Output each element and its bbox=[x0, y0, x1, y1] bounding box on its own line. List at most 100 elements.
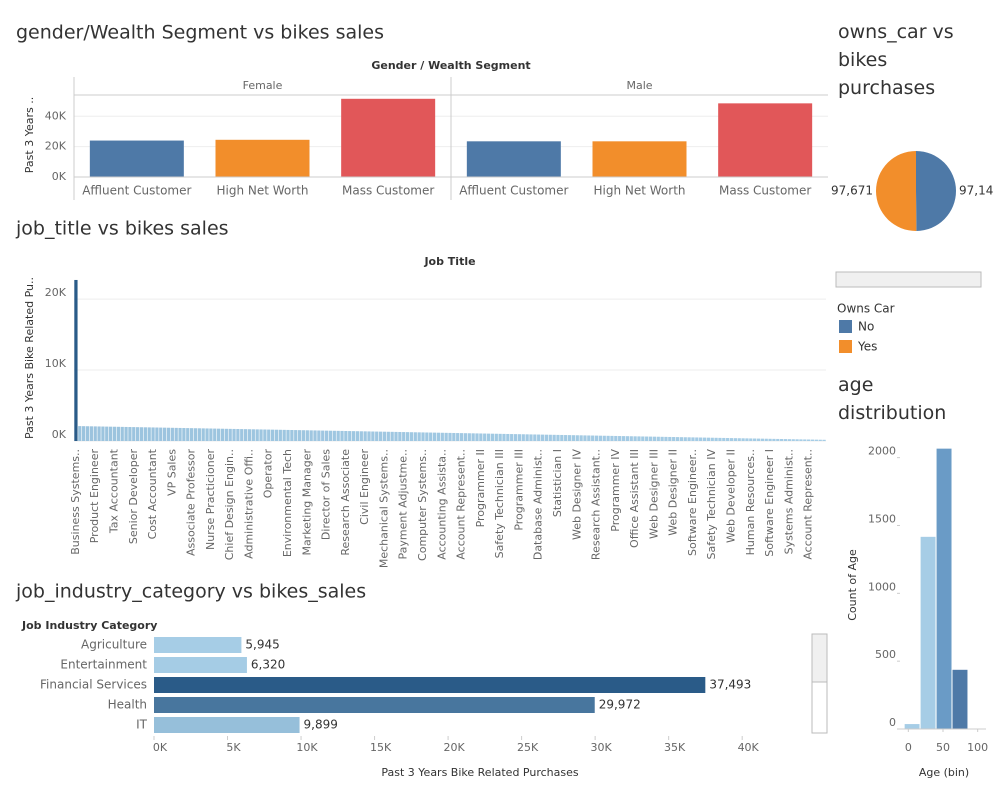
bar bbox=[706, 437, 711, 441]
bar bbox=[93, 426, 97, 441]
bar bbox=[425, 432, 429, 441]
bar bbox=[336, 430, 340, 441]
bar bbox=[490, 433, 495, 441]
bar bbox=[112, 426, 117, 441]
x-tick-label: Cost Accountant bbox=[146, 448, 159, 539]
bar bbox=[753, 438, 757, 441]
bar bbox=[529, 434, 533, 441]
bar bbox=[645, 436, 649, 441]
bar bbox=[795, 439, 799, 441]
chart-title: gender/Wealth Segment vs bikes sales bbox=[16, 22, 384, 44]
bar bbox=[745, 438, 749, 441]
bar bbox=[648, 436, 653, 441]
bar bbox=[575, 435, 579, 441]
bar bbox=[502, 433, 506, 441]
x-tick-label: Account Represent.. bbox=[802, 449, 815, 560]
bar bbox=[367, 431, 371, 441]
legend-swatch bbox=[839, 340, 852, 353]
y-tick-label: 500 bbox=[875, 648, 896, 661]
y-axis-label: Past 3 Years .. bbox=[23, 97, 36, 173]
bar bbox=[749, 438, 753, 441]
bar bbox=[598, 435, 603, 441]
bar bbox=[637, 436, 641, 441]
bar bbox=[128, 427, 132, 441]
bar bbox=[89, 140, 184, 177]
data-label: 9,899 bbox=[304, 718, 338, 732]
bar bbox=[382, 431, 387, 441]
bar bbox=[818, 439, 822, 441]
bar bbox=[159, 427, 163, 441]
bar bbox=[213, 428, 217, 441]
bar bbox=[444, 432, 448, 441]
chart-title-box: age distribution bbox=[838, 374, 946, 424]
pie-slice bbox=[875, 151, 917, 232]
data-label: 97,671 bbox=[831, 184, 873, 198]
bar bbox=[814, 439, 818, 441]
scrollbar-thumb[interactable] bbox=[811, 633, 828, 683]
bar bbox=[702, 437, 707, 441]
bar bbox=[394, 431, 398, 441]
bar bbox=[951, 668, 969, 730]
bar bbox=[116, 426, 120, 441]
bar bbox=[803, 439, 807, 441]
bar bbox=[371, 431, 375, 441]
bar bbox=[467, 433, 471, 441]
bar bbox=[294, 430, 298, 441]
x-tick-label: High Net Worth bbox=[216, 184, 308, 198]
bar bbox=[224, 428, 228, 441]
bar bbox=[324, 430, 329, 441]
bar bbox=[483, 433, 487, 441]
bar bbox=[459, 433, 464, 441]
bar bbox=[189, 428, 194, 441]
y-tick-label: 1500 bbox=[868, 512, 896, 525]
x-tick-label: Safety Technician III bbox=[493, 449, 506, 558]
bar bbox=[776, 438, 780, 441]
bar bbox=[556, 434, 560, 441]
x-tick-label: Affluent Customer bbox=[459, 184, 568, 198]
bar bbox=[178, 427, 182, 441]
bar bbox=[247, 429, 252, 441]
bar bbox=[313, 430, 317, 441]
bar bbox=[587, 435, 591, 441]
bar bbox=[317, 430, 321, 441]
bar bbox=[606, 435, 610, 441]
x-tick-label: 50 bbox=[936, 741, 950, 754]
bar bbox=[154, 677, 706, 693]
bar bbox=[571, 435, 576, 441]
bar bbox=[475, 433, 479, 441]
bar bbox=[82, 426, 86, 441]
bar bbox=[375, 431, 379, 441]
bar bbox=[270, 429, 275, 441]
bar bbox=[471, 433, 475, 441]
bar bbox=[340, 430, 344, 441]
bar bbox=[618, 436, 622, 441]
x-tick-label: Web Designer IV bbox=[570, 449, 583, 540]
bar bbox=[791, 439, 795, 441]
y-tick-label: 10K bbox=[45, 357, 67, 370]
bar bbox=[687, 437, 691, 441]
x-tick-label: Account Represent.. bbox=[455, 449, 468, 560]
bar bbox=[89, 426, 93, 441]
y-axis-label: Count of Age bbox=[846, 549, 859, 621]
bar bbox=[772, 438, 776, 441]
bar bbox=[348, 431, 352, 441]
scrollbar[interactable] bbox=[835, 271, 982, 288]
bar bbox=[290, 430, 294, 441]
x-tick-label: Marketing Manager bbox=[300, 449, 313, 556]
x-tick-label: Product Engineer bbox=[88, 449, 101, 544]
bar bbox=[120, 426, 124, 441]
bar bbox=[452, 432, 456, 441]
legend-label: Yes bbox=[857, 340, 877, 354]
chart-title: owns_car vs bikes purchases bbox=[838, 21, 954, 99]
bar bbox=[614, 435, 618, 441]
bar bbox=[386, 431, 390, 441]
bar bbox=[807, 439, 811, 441]
bar bbox=[301, 430, 306, 441]
chart-header: Job Title bbox=[423, 255, 475, 268]
bar bbox=[479, 433, 483, 441]
bar bbox=[154, 697, 595, 713]
bar bbox=[560, 434, 564, 441]
bar bbox=[517, 434, 522, 441]
y-tick-label: IT bbox=[136, 718, 148, 732]
